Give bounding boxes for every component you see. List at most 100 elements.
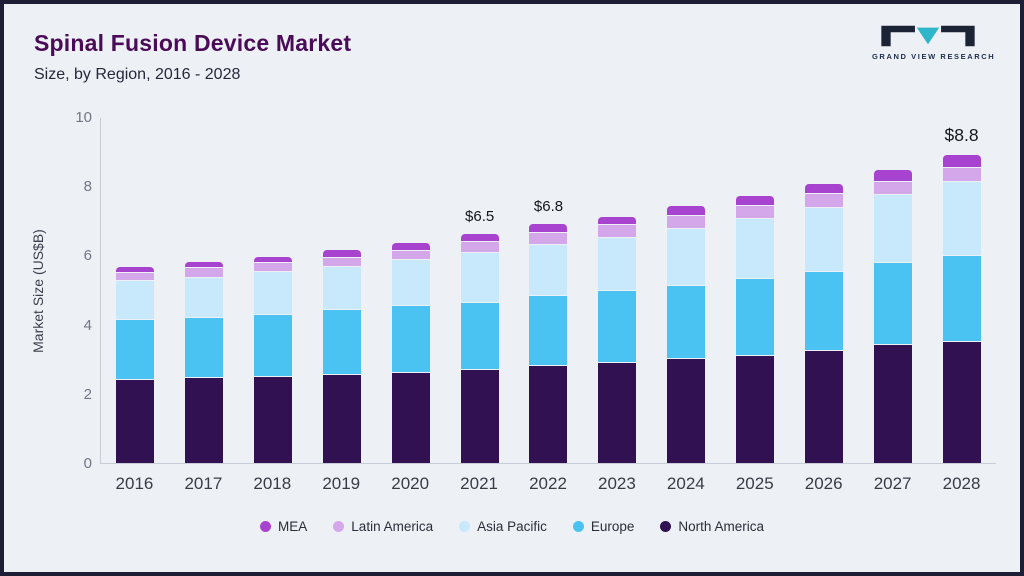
bar-segment-asia-pacific (804, 208, 843, 271)
bar-segment-north-america (529, 366, 568, 463)
bar-segment-north-america (116, 379, 155, 463)
bar-column-2028: $8.8 (927, 118, 996, 463)
bar-column-2021: $6.5 (445, 118, 514, 463)
bar-segment-europe (529, 295, 568, 366)
bar-segment-europe (460, 302, 499, 369)
bar-stack (598, 216, 637, 463)
bar-segment-latin-america (185, 268, 224, 277)
bar-segment-europe (254, 314, 293, 376)
bar-segment-europe (185, 318, 224, 378)
bar-stack (185, 261, 224, 463)
bar-column-2026 (789, 118, 858, 463)
y-tick-label: 2 (83, 385, 92, 403)
legend-item-asia-pacific: Asia Pacific (459, 519, 547, 534)
bar-segment-mea (254, 256, 293, 262)
bar-segment-mea (116, 267, 155, 273)
bar-segment-north-america (254, 376, 293, 463)
bar-segment-asia-pacific (185, 277, 224, 318)
page-subtitle: Size, by Region, 2016 - 2028 (34, 66, 241, 83)
bar-segment-latin-america (322, 257, 361, 267)
bar-segment-north-america (460, 369, 499, 463)
bar-segment-asia-pacific (598, 237, 637, 290)
bar-segment-europe (322, 309, 361, 374)
bar-column-2023 (583, 118, 652, 463)
bar-segment-asia-pacific (667, 229, 706, 285)
x-tick-label: 2026 (804, 474, 843, 493)
bar-segment-asia-pacific (942, 182, 981, 256)
bar-segment-asia-pacific (391, 260, 430, 306)
bar-stack (942, 154, 981, 463)
gvr-logo-mark (881, 25, 975, 47)
plot-area: $6.5 $6.8 $8.8 (100, 118, 996, 464)
page-title: Spinal Fusion Device Market (34, 30, 352, 56)
bar-segment-latin-america (391, 250, 430, 260)
legend-label: MEA (278, 519, 308, 534)
bar-segment-mea (322, 249, 361, 257)
x-tick-label: 2021 (460, 474, 498, 493)
bar-segment-north-america (185, 378, 224, 463)
bar-segment-europe (598, 290, 637, 362)
x-tick-label: 2016 (115, 474, 154, 493)
bar-stack (804, 183, 843, 463)
legend-dot-icon (260, 521, 272, 532)
x-tick-label: 2019 (322, 474, 361, 493)
bar-segment-europe (804, 271, 843, 350)
bar-column-2016 (101, 118, 170, 463)
bar-segment-latin-america (942, 167, 981, 182)
bar-stack (460, 234, 499, 463)
bar-segment-north-america (804, 350, 843, 463)
x-tick-label: 2018 (253, 474, 292, 493)
y-tick-label: 4 (83, 316, 92, 334)
bar-column-2020 (376, 118, 445, 463)
bars-row: $6.5 $6.8 $8.8 (101, 118, 996, 463)
bar-stack (116, 267, 155, 463)
legend-label: North America (678, 519, 764, 534)
bar-stack (736, 196, 775, 463)
legend-dot-icon (572, 521, 584, 532)
legend-dot-icon (333, 521, 345, 532)
bar-stack (391, 242, 430, 463)
bar-segment-mea (185, 261, 224, 267)
bar-value-label: $6.8 (533, 197, 564, 215)
legend-item-north-america: North America (660, 519, 764, 534)
bar-segment-asia-pacific (736, 218, 775, 278)
y-tick-label: 10 (75, 109, 92, 126)
bar-segment-asia-pacific (116, 281, 155, 320)
legend-label: Europe (590, 519, 635, 534)
legend-dot-icon (459, 521, 471, 532)
bar-segment-latin-america (804, 193, 843, 208)
bar-segment-europe (667, 285, 706, 359)
x-tick-label: 2022 (529, 474, 567, 493)
bar-segment-europe (116, 320, 155, 379)
legend-item-latin-america: Latin America (333, 519, 433, 534)
bar-column-2024 (652, 118, 721, 463)
bar-segment-mea (873, 170, 912, 181)
bar-column-2017 (170, 118, 239, 463)
bar-segment-north-america (322, 374, 361, 463)
bar-segment-asia-pacific (529, 244, 568, 295)
x-axis-labels: 2016 2017 2018 2019 2020 2021 2022 2023 2024 2025… (100, 474, 996, 494)
x-tick-label: 2017 (184, 474, 223, 493)
bar-segment-latin-america (116, 273, 155, 281)
y-axis-title: Market Size (US$B) (30, 229, 46, 353)
bar-stack (322, 249, 361, 463)
x-tick-label: 2025 (735, 474, 774, 493)
x-tick-label: 2023 (598, 474, 636, 493)
x-tick-label: 2024 (666, 474, 705, 493)
bar-segment-mea (942, 154, 981, 167)
bar-segment-north-america (873, 345, 912, 463)
bar-segment-north-america (391, 373, 430, 463)
bar-segment-latin-america (598, 224, 637, 237)
bar-segment-north-america (736, 355, 775, 463)
x-tick-label: 2028 (942, 474, 981, 493)
legend-label: Latin America (351, 519, 434, 534)
bar-segment-latin-america (736, 205, 775, 218)
bar-value-label: $8.8 (944, 124, 979, 145)
legend-item-europe: Europe (572, 519, 635, 534)
bar-value-label: $6.5 (465, 208, 495, 226)
bar-segment-north-america (598, 362, 637, 463)
bar-segment-mea (667, 206, 706, 216)
bar-segment-europe (736, 278, 775, 355)
bar-segment-latin-america (667, 216, 706, 229)
